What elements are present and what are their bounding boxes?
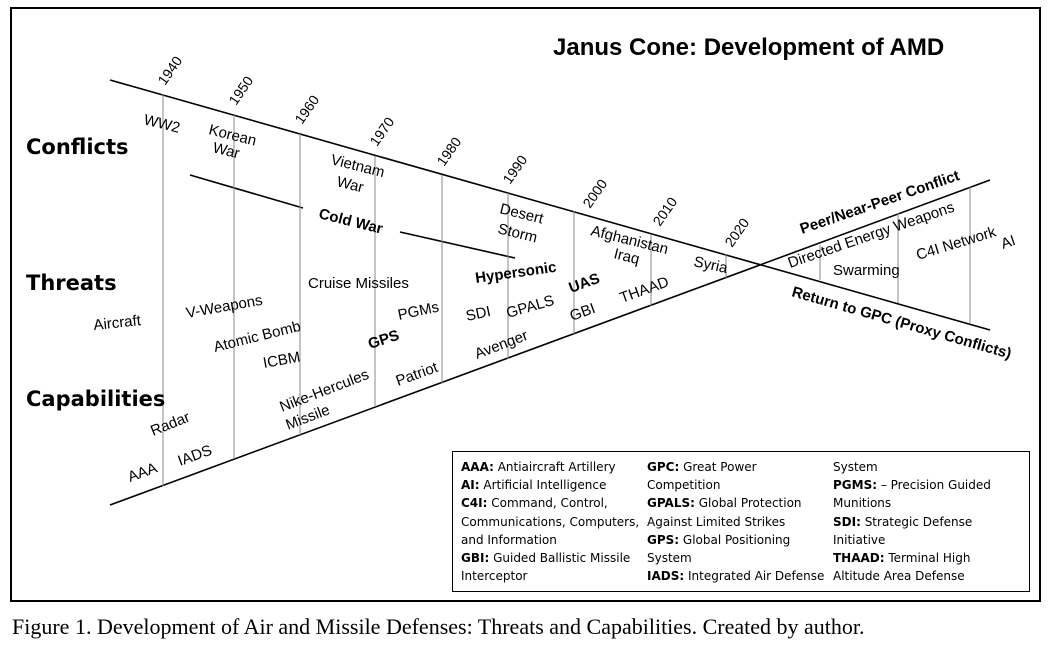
year-label-1940: 1940 <box>154 53 185 88</box>
diagram-title: Janus Cone: Development of AMD <box>553 34 944 61</box>
legend-entry: SDI: Strategic Defense <box>833 514 973 529</box>
threat-c4i-network: C4I Network <box>914 223 998 264</box>
legend-entry: C4I: Command, Control, <box>461 496 608 511</box>
acronym-legend: AAA: Antiaircraft Artillery AI: Artifici… <box>452 451 1030 592</box>
year-label-1980: 1980 <box>433 134 464 169</box>
legend-entry: THAAD: Terminal High <box>833 551 971 566</box>
conflict-syria: Syria <box>692 253 730 277</box>
threat-icbm: ICBM <box>262 349 302 372</box>
row-label-conflicts: Conflicts <box>26 135 129 159</box>
conflict-korean-line2: War <box>211 139 241 162</box>
conflict-iraq: Iraq <box>612 245 641 268</box>
legend-entry: Interceptor <box>461 569 528 584</box>
legend-entry: Altitude Area Defense <box>833 569 965 584</box>
legend-entry: and Information <box>461 532 557 547</box>
year-label-2010: 2010 <box>649 194 680 229</box>
legend-entry: AI: Artificial Intelligence <box>461 478 607 493</box>
legend-entry: Competition <box>647 478 721 493</box>
row-label-capabilities: Capabilities <box>26 387 165 411</box>
capability-sdi: SDI <box>464 303 492 325</box>
legend-column-1: AAA: Antiaircraft Artillery AI: Artifici… <box>461 458 639 585</box>
conflict-ww2: WW2 <box>142 111 182 136</box>
threat-pgms: PGMs <box>396 299 440 324</box>
legend-entry: AAA: Antiaircraft Artillery <box>461 460 616 474</box>
threat-aircraft: Aircraft <box>93 312 143 334</box>
capability-avenger: Avenger <box>472 327 530 363</box>
year-label-1970: 1970 <box>366 114 397 149</box>
year-label-2000: 2000 <box>579 176 610 211</box>
upper-cone-line <box>109 79 991 331</box>
year-label-1990: 1990 <box>499 152 530 187</box>
capability-gps: GPS <box>366 327 401 353</box>
legend-entry: GPALS: Global Protection <box>647 496 802 511</box>
legend-column-3: System PGMS: – Precision Guided Munition… <box>833 458 991 585</box>
threat-swarming: Swarming <box>833 262 900 279</box>
capability-thaad: THAAD <box>618 273 672 306</box>
capability-gbi: GBI <box>568 300 598 325</box>
legend-entry: System <box>647 551 692 566</box>
cold-war-line-right <box>399 231 516 259</box>
year-label-2020: 2020 <box>721 215 752 250</box>
capability-radar: Radar <box>148 409 192 440</box>
capability-gpals: GPALS <box>504 292 556 322</box>
legend-entry: Munitions <box>833 496 892 511</box>
era-return-gpc: Return to GPC (Proxy Conflicts) <box>790 284 1013 363</box>
era-cold-war: Cold War <box>317 205 385 237</box>
legend-entry: GPC: Great Power <box>647 460 757 474</box>
threat-hypersonic: Hypersonic <box>474 259 557 287</box>
conflict-vietnam-line2: War <box>335 173 365 196</box>
figure-caption: Figure 1. Development of Air and Missile… <box>12 614 865 639</box>
capability-aaa: AAA <box>126 460 160 486</box>
legend-entry: System <box>833 460 878 474</box>
lower-cone-line <box>109 179 991 506</box>
capability-iads: IADS <box>176 442 215 470</box>
threat-uas: UAS <box>567 270 603 297</box>
legend-entry: GPS: Global Positioning <box>647 532 791 547</box>
threat-ai: AI <box>999 232 1018 253</box>
row-label-threats: Threats <box>26 271 117 295</box>
legend-entry: IADS: Integrated Air Defense <box>647 569 825 584</box>
threat-v-weapons: V-Weapons <box>185 292 264 322</box>
legend-column-2: GPC: Great Power Competition GPALS: Glob… <box>647 458 824 585</box>
legend-entry: Against Limited Strikes <box>647 514 786 529</box>
legend-entry: Initiative <box>833 532 886 547</box>
legend-entry: GBI: Guided Ballistic Missile <box>461 551 631 566</box>
threat-cruise-missiles: Cruise Missiles <box>308 275 409 292</box>
cold-war-line-left <box>189 174 304 209</box>
year-label-1950: 1950 <box>225 73 256 108</box>
figure-frame <box>10 7 1041 602</box>
legend-entry: PGMS: – Precision Guided <box>833 478 991 493</box>
year-label-1960: 1960 <box>291 92 322 127</box>
legend-entry: Communications, Computers, <box>461 514 640 529</box>
